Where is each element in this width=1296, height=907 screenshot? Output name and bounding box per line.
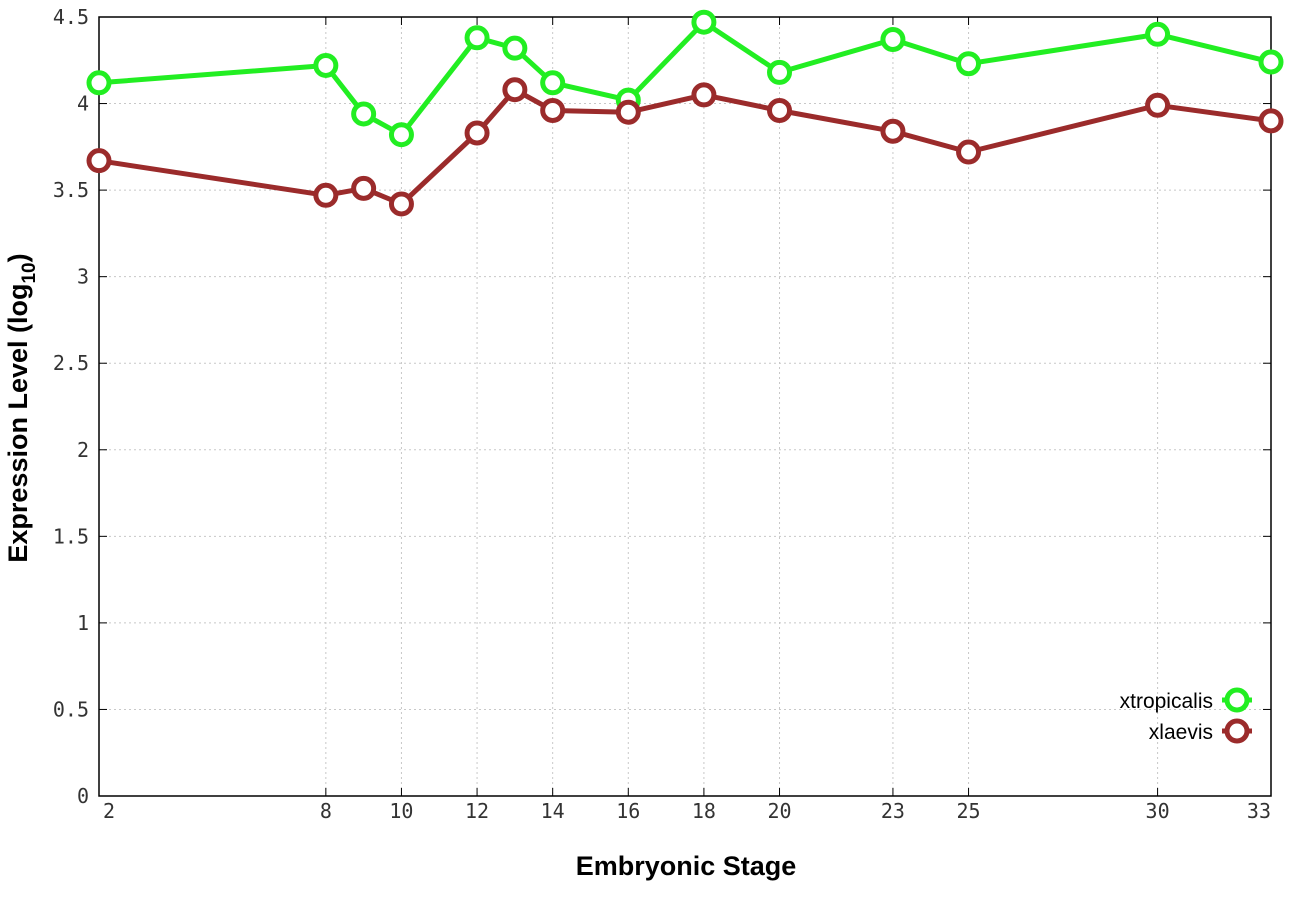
- y-tick-label: 3.5: [53, 178, 89, 202]
- y-tick-label: 1.5: [53, 524, 89, 548]
- data-point-xtropicalis: [1258, 49, 1284, 75]
- data-point-xlaevis: [1145, 92, 1171, 118]
- y-tick-label: 1: [77, 611, 89, 635]
- legend-marker-xtropicalis: [1224, 687, 1250, 713]
- data-point-xtropicalis: [313, 52, 339, 78]
- series: [86, 9, 1284, 217]
- x-tick-label: 30: [1146, 799, 1170, 823]
- legend-label-xtropicalis: xtropicalis: [1120, 690, 1213, 713]
- data-point-xtropicalis: [880, 27, 906, 53]
- y-tick-label: 0.5: [53, 697, 89, 721]
- x-axis-title: Embryonic Stage: [576, 851, 797, 881]
- data-point-xtropicalis: [464, 25, 490, 51]
- x-tick-label: 25: [957, 799, 981, 823]
- axis-ticks: 2 8 10 12 14 16 18 20 23 25 30 33 0 0.5 1 1.5 2 2.5 3 3.5 4 4…: [53, 5, 1272, 823]
- y-tick-label: 4.5: [53, 5, 89, 29]
- data-point-xlaevis: [615, 99, 641, 125]
- x-tick-label: 8: [320, 799, 332, 823]
- data-point-xlaevis: [313, 182, 339, 208]
- x-tick-label: 12: [465, 799, 489, 823]
- data-point-xtropicalis: [502, 35, 528, 61]
- x-tick-label: 14: [541, 799, 565, 823]
- y-axis-title-main: Expression Level (log: [3, 284, 33, 563]
- y-axis-title: Expression Level (log10): [3, 253, 40, 562]
- data-point-xlaevis: [691, 82, 717, 108]
- data-point-xlaevis: [1258, 108, 1284, 134]
- data-point-xtropicalis: [388, 122, 414, 148]
- legend-label-xlaevis: xlaevis: [1149, 721, 1213, 744]
- x-tick-label: 23: [881, 799, 905, 823]
- x-tick-label: 33: [1247, 799, 1271, 823]
- grid: [99, 17, 1271, 796]
- data-point-xlaevis: [502, 77, 528, 103]
- data-point-xlaevis: [956, 139, 982, 165]
- data-point-xlaevis: [880, 118, 906, 144]
- series-line-xlaevis: [98, 87, 1272, 207]
- legend-marker-xlaevis: [1224, 718, 1250, 744]
- y-tick-label: 4: [77, 92, 89, 116]
- y-tick-label: 2: [77, 438, 89, 462]
- x-tick-label: 18: [692, 799, 716, 823]
- data-point-xlaevis: [540, 97, 566, 123]
- data-point-xtropicalis: [351, 101, 377, 127]
- legend: xtropicalis xlaevis: [1120, 687, 1252, 744]
- y-tick-label: 3: [77, 265, 89, 289]
- data-point-xlaevis: [351, 175, 377, 201]
- y-tick-label: 0: [77, 784, 89, 808]
- x-tick-label: 16: [616, 799, 640, 823]
- plot-frame: [98, 16, 1272, 797]
- data-point-xtropicalis: [86, 70, 112, 96]
- data-point-xlaevis: [86, 148, 112, 174]
- x-tick-label: 10: [389, 799, 413, 823]
- x-tick-label: 20: [767, 799, 791, 823]
- data-point-xtropicalis: [691, 9, 717, 35]
- x-tick-label: 2: [103, 799, 115, 823]
- y-axis-title-close: ): [3, 253, 33, 262]
- data-point-xlaevis: [767, 97, 793, 123]
- y-axis-title-subscript: 10: [19, 262, 40, 283]
- data-point-xlaevis: [388, 191, 414, 217]
- y-tick-label: 2.5: [53, 351, 89, 375]
- data-point-xtropicalis: [767, 59, 793, 85]
- data-point-xlaevis: [464, 120, 490, 146]
- data-point-xtropicalis: [540, 70, 566, 96]
- series-line-xtropicalis: [98, 19, 1272, 138]
- data-point-xtropicalis: [956, 51, 982, 77]
- data-point-xtropicalis: [1145, 21, 1171, 47]
